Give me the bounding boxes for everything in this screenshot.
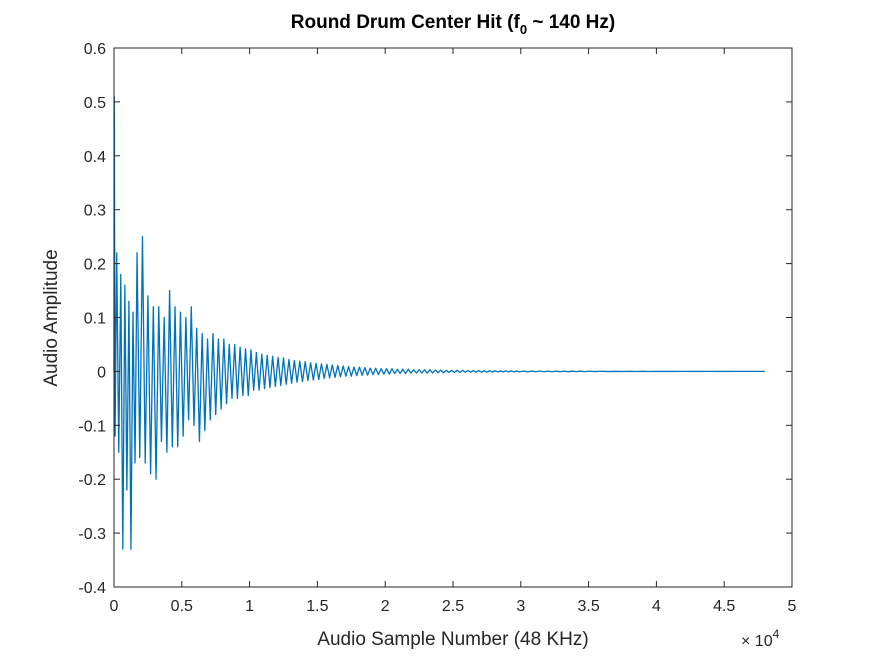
chart-title-main: Round Drum Center Hit (f: [291, 12, 521, 33]
y-tick-label: 0.6: [84, 41, 106, 58]
y-tick-label: -0.2: [78, 472, 106, 489]
x-tick-label: 1.5: [306, 598, 328, 615]
x-axis-exponent-label: × 104: [741, 627, 780, 650]
x-axis-exponent-base: × 10: [741, 633, 773, 650]
x-axis-exponent-power: 4: [773, 627, 780, 641]
x-tick-label: 4.5: [713, 598, 735, 615]
x-axis-label: Audio Sample Number (48 KHz): [317, 629, 588, 650]
plot-area: [113, 95, 765, 550]
x-tick-label: 3: [516, 598, 525, 615]
x-tick-label: 1: [245, 598, 254, 615]
y-tick-label: 0.2: [84, 257, 106, 274]
x-tick-label: 0: [110, 598, 119, 615]
chart-title-subscript: 0: [520, 22, 527, 37]
x-tick-label: 5: [788, 598, 797, 615]
y-tick-label: -0.1: [78, 418, 106, 435]
chart-title-suffix: ~ 140 Hz): [527, 12, 615, 33]
x-tick-label: 2.5: [442, 598, 464, 615]
y-tick-label: -0.3: [78, 526, 106, 543]
y-tick-label: 0: [97, 364, 106, 381]
series-line-0: [113, 95, 765, 550]
y-tick-label: 0.1: [84, 311, 106, 328]
x-tick-label: 4: [652, 598, 661, 615]
y-tick-label: 0.4: [84, 149, 106, 166]
x-tick-label: 3.5: [577, 598, 599, 615]
axes: 0 0.5 1 1.5 2 2.5 3 3.5 4 4.5 5 -0.4 -0.3 -0.2 -0.1 0 0.…: [78, 41, 796, 615]
y-tick-label: 0.5: [84, 95, 106, 112]
y-tick-label: 0.3: [84, 203, 106, 220]
x-tick-label: 0.5: [171, 598, 193, 615]
chart-title: Round Drum Center Hit (f0 ~ 140 Hz): [291, 12, 615, 37]
y-axis-label: Audio Amplitude: [41, 249, 62, 386]
x-tick-label: 2: [381, 598, 390, 615]
y-tick-label: -0.4: [78, 580, 106, 597]
